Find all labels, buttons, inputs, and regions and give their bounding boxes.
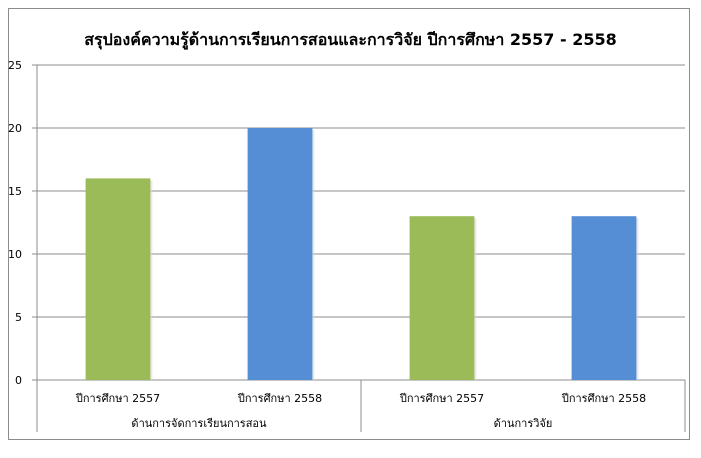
y-tick-label: 0 xyxy=(15,374,22,387)
bar xyxy=(247,128,313,380)
y-tick-label: 25 xyxy=(8,59,22,72)
x-group-label: ด้านการวิจัย xyxy=(494,417,553,430)
bar xyxy=(85,178,151,380)
x-category-label: ปีการศึกษา 2557 xyxy=(75,392,160,405)
y-tick-label: 10 xyxy=(8,248,22,261)
bar xyxy=(409,216,475,380)
x-category-label: ปีการศึกษา 2557 xyxy=(399,392,484,405)
y-tick-label: 5 xyxy=(15,311,22,324)
chart-title: สรุปองค์ความรู้ด้านการเรียนการสอนและการว… xyxy=(84,30,617,49)
bar xyxy=(571,216,637,380)
x-category-label: ปีการศึกษา 2558 xyxy=(237,392,322,405)
x-group-label: ด้านการจัดการเรียนการสอน xyxy=(131,417,267,430)
y-tick-label: 15 xyxy=(8,185,22,198)
y-tick-label: 20 xyxy=(8,122,22,135)
x-category-label: ปีการศึกษา 2558 xyxy=(561,392,646,405)
